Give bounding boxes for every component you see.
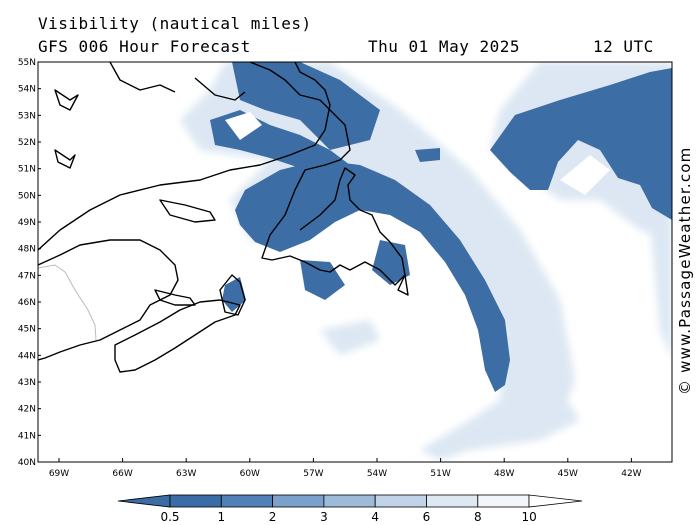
lat-label: 44N <box>18 351 36 361</box>
state-border <box>38 264 97 341</box>
colorbar-swatch <box>426 494 479 508</box>
colorbar-low-arrow <box>117 494 171 508</box>
lon-label: 48W <box>494 469 514 479</box>
lat-label: 42N <box>18 405 36 415</box>
lon-label: 66W <box>112 469 132 479</box>
map-frame <box>37 61 673 463</box>
colorbar-swatch <box>272 494 325 508</box>
clear-patches <box>225 112 610 195</box>
lat-label: 41N <box>18 431 36 441</box>
coastlines <box>38 62 409 373</box>
lat-label: 55N <box>18 58 36 68</box>
lat-label: 51N <box>18 165 36 175</box>
lat-label: 47N <box>18 271 36 281</box>
colorbar-label: 10 <box>521 510 536 524</box>
colorbar-swatch <box>374 494 427 508</box>
lat-label: 43N <box>18 378 36 388</box>
colorbar-swatch <box>323 494 376 508</box>
longitude-axis: 69W 66W 63W 60W 57W 54W 51W 48W 45W 42W <box>49 458 642 479</box>
colorbar-label: 1 <box>217 510 225 524</box>
lat-label: 49N <box>18 218 36 228</box>
lat-label: 52N <box>18 138 36 148</box>
forecast-date: Thu 01 May 2025 <box>368 37 520 56</box>
lat-label: 40N <box>18 458 36 468</box>
forecast-subtitle: GFS 006 Hour Forecast <box>38 37 251 56</box>
lon-label: 69W <box>49 469 69 479</box>
lat-label: 46N <box>18 298 36 308</box>
latitude-axis: 55N 54N 53N 52N 51N 50N 49N 48N 47N 46N 45N 44N 43N 4… <box>18 58 41 468</box>
lon-label: 60W <box>240 469 260 479</box>
colorbar-label: 6 <box>423 510 431 524</box>
lon-label: 54W <box>367 469 387 479</box>
lon-label: 45W <box>558 469 578 479</box>
lat-label: 53N <box>18 111 36 121</box>
lon-label: 51W <box>430 469 450 479</box>
lat-label: 54N <box>18 85 36 95</box>
lon-label: 63W <box>176 469 196 479</box>
lat-label: 45N <box>18 325 36 335</box>
forecast-time: 12 UTC <box>593 37 654 56</box>
visibility-colorbar: 0.5 1 2 3 4 6 8 10 <box>117 494 583 524</box>
lat-label: 50N <box>18 191 36 201</box>
colorbar-label: 8 <box>474 510 482 524</box>
lon-label: 57W <box>303 469 323 479</box>
dense-fog-areas <box>210 62 672 392</box>
copyright-credit: © www.PassageWeather.com <box>676 146 694 395</box>
lon-label: 42W <box>621 469 641 479</box>
colorbar-swatch <box>169 494 222 508</box>
colorbar-label: 0.5 <box>160 510 179 524</box>
colorbar-label: 2 <box>269 510 277 524</box>
map-title: Visibility (nautical miles) <box>38 14 312 33</box>
colorbar-label: 3 <box>320 510 328 524</box>
colorbar-swatch <box>477 494 530 508</box>
colorbar-swatch <box>220 494 274 508</box>
colorbar-high-arrow <box>528 494 583 508</box>
lat-label: 48N <box>18 245 36 255</box>
colorbar-label: 4 <box>371 510 379 524</box>
